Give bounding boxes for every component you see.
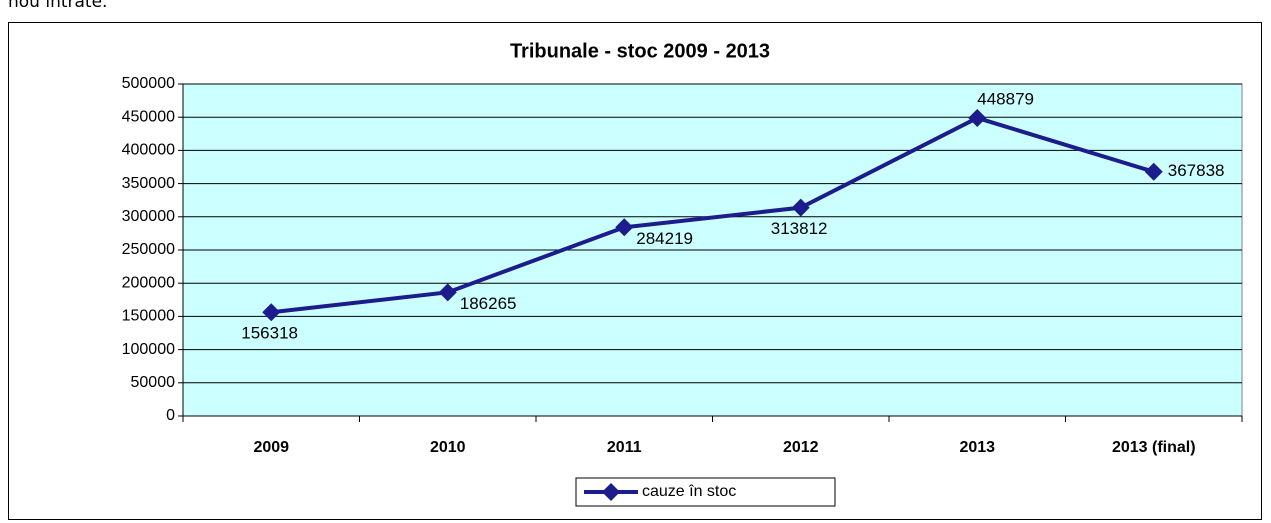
y-tick-label: 350000: [122, 175, 175, 192]
data-label: 284219: [636, 229, 693, 248]
data-label: 313812: [771, 219, 828, 238]
marker: [262, 303, 281, 322]
y-tick-label: 150000: [122, 308, 175, 325]
legend-marker: [602, 483, 620, 501]
y-tick-label: 300000: [122, 208, 175, 225]
y-tick-label: 0: [166, 407, 175, 424]
marker: [438, 283, 457, 302]
y-tick-label: 50000: [131, 374, 176, 391]
x-tick-label: 2010: [430, 439, 466, 456]
x-tick-label: 2011: [607, 439, 642, 456]
y-tick-label: 250000: [122, 241, 175, 258]
y-tick-label: 400000: [122, 142, 175, 159]
x-tick-label: 2013 (final): [1112, 439, 1196, 456]
data-label: 156318: [241, 324, 298, 343]
marker: [968, 108, 987, 127]
legend-label: cauze în stoc: [642, 483, 736, 500]
x-tick-label: 2012: [783, 439, 819, 456]
y-tick-label: 450000: [122, 108, 175, 125]
marker: [615, 218, 634, 237]
marker: [1144, 162, 1163, 181]
x-tick-label: 2009: [253, 439, 289, 456]
data-label: 448879: [977, 89, 1034, 108]
marker: [791, 198, 810, 217]
y-tick-label: 200000: [122, 274, 175, 291]
data-label: 186265: [460, 294, 517, 313]
data-label: 367838: [1168, 161, 1225, 180]
chart-title: Tribunale - stoc 2009 - 2013: [510, 40, 770, 62]
x-tick-label: 2013: [959, 439, 995, 456]
series-line: [271, 115, 1155, 315]
page-fragment: nou intrate.: [8, 0, 107, 12]
y-tick-label: 500000: [122, 75, 175, 92]
y-tick-label: 100000: [122, 341, 175, 358]
